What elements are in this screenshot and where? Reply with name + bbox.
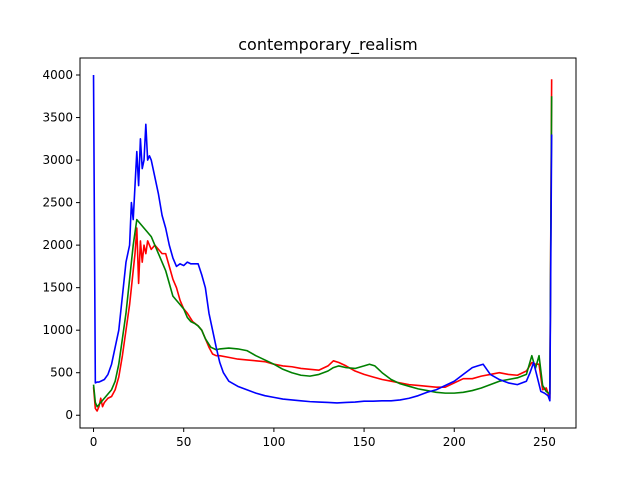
x-tick-label: 150 [353,435,376,449]
x-tick-label: 100 [262,435,285,449]
y-tick-label: 3500 [42,111,73,125]
plot-frame [79,57,577,429]
series-line-1 [92,79,553,412]
series-line-2 [92,96,553,408]
axes-layer: 0 50 100 150 200 2500500100015002000250030003… [42,68,555,449]
x-tick-label: 250 [533,435,556,449]
y-tick-label: 0 [65,408,73,422]
series-layer [92,75,553,412]
y-tick-label: 4000 [42,68,73,82]
x-tick-label: 0 [90,435,98,449]
y-tick-label: 2500 [42,196,73,210]
y-tick-label: 2000 [42,238,73,252]
x-tick-label: 50 [176,435,191,449]
y-tick-label: 1000 [42,323,73,337]
y-tick-label: 1500 [42,281,73,295]
y-tick-label: 3000 [42,153,73,167]
y-tick-label: 500 [50,366,73,380]
series-line-3 [92,75,553,404]
chart-title: contemporary_realism [238,35,418,55]
x-tick-label: 200 [443,435,466,449]
